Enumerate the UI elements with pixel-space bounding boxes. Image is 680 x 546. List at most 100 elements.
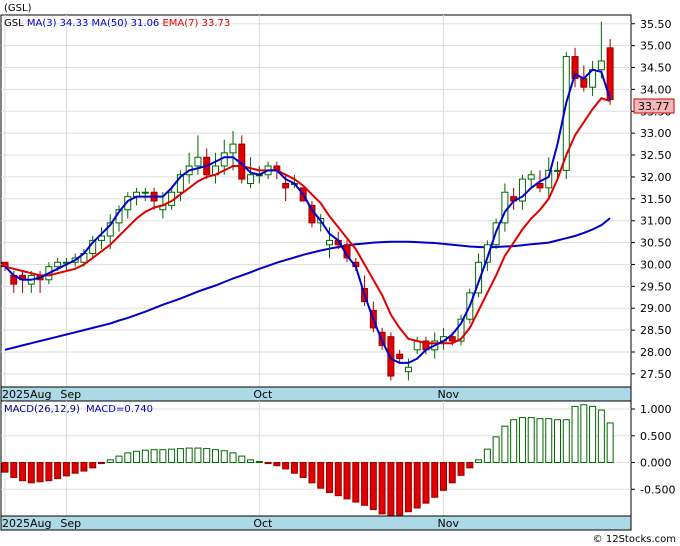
macd-panel [0, 400, 632, 517]
date-label: Sep [60, 388, 81, 401]
ma50-line [4, 217, 611, 351]
macd-tick-label: -0.500 [640, 483, 675, 496]
ema7-layer [4, 97, 611, 345]
macd-bar [536, 418, 544, 464]
candle-body [527, 174, 535, 180]
macd-bar [448, 462, 456, 484]
macd-bar [185, 447, 193, 464]
macd-bar [440, 462, 447, 491]
indicator-legend: GSL MA(3) 34.33 MA(50) 31.06 EMA(7) 33.7… [4, 18, 230, 29]
date-label: Nov [438, 388, 460, 401]
candle-body [325, 239, 333, 246]
price-tick-label: 32.00 [640, 171, 672, 184]
date-band-bottom [0, 515, 632, 531]
macd-bar [422, 462, 430, 504]
date-labels-bottom: 2025Aug Sep Oct Nov [2, 517, 459, 530]
macd-bar [176, 448, 184, 464]
candle-body [571, 56, 579, 79]
price-tick-label: 29.50 [640, 280, 672, 293]
macd-bar [19, 462, 27, 482]
macd-bar [545, 418, 553, 464]
macd-bar [168, 448, 176, 464]
macd-bar [308, 462, 316, 484]
price-tick-label: 31.50 [640, 193, 672, 206]
price-tick-label: 31.00 [640, 215, 672, 228]
price-tick-label: 33.00 [640, 127, 672, 140]
macd-bar [571, 405, 579, 464]
macd-bar [378, 462, 386, 515]
macd-bar [150, 449, 158, 464]
date-label: 2025Aug [2, 517, 51, 530]
macd-bar [27, 462, 35, 484]
macd-bar [220, 450, 228, 464]
macd-bar [299, 462, 307, 478]
macd-title: MACD(26,12,9) [4, 404, 80, 415]
price-tick-label: 35.00 [640, 40, 672, 53]
macd-bar [597, 409, 605, 464]
macd-tick-label: 1.000 [640, 403, 672, 416]
price-tick-label: 35.50 [640, 18, 672, 31]
macd-bar [71, 462, 79, 474]
legend-item: MA(50) 31.06 [91, 18, 162, 29]
macd-bar [229, 452, 237, 464]
ma3-line [4, 68, 612, 364]
candle-body [176, 174, 184, 193]
price-axis: 27.50 28.00 28.50 29.00 29.50 30.00 30.50 31.00… [631, 18, 672, 381]
price-tick-label: 28.00 [640, 346, 672, 359]
macd-bar [115, 455, 123, 464]
date-band-top [0, 386, 632, 402]
last-price-box [633, 98, 675, 114]
ma3-layer [4, 68, 612, 364]
macd-bar [45, 462, 53, 482]
chart-title: (GSL) [4, 3, 32, 14]
macd-bar [89, 462, 97, 469]
candle-body [448, 336, 456, 342]
price-tick-label: 34.00 [640, 83, 672, 96]
price-tick-label: 30.00 [640, 258, 672, 271]
macd-bar [606, 422, 614, 464]
legend-ticker: GSL [4, 18, 27, 29]
candle-body [457, 318, 465, 342]
macd-bar [352, 462, 360, 503]
candle-body [597, 60, 605, 71]
legend-item: EMA(7) 33.73 [162, 18, 230, 29]
candle-body [396, 353, 404, 360]
macd-bar [457, 462, 465, 476]
candle-body [483, 244, 491, 263]
macd-bar [325, 462, 333, 493]
macd-bar [527, 417, 535, 464]
macd-bar [589, 405, 597, 464]
price-tick-label: 27.50 [640, 368, 672, 381]
macd-bar [264, 462, 272, 465]
macd-bar [124, 452, 132, 464]
candle-body [141, 191, 149, 194]
candle-body [518, 178, 526, 202]
macd-tick-label: 0.500 [640, 430, 672, 443]
ma50-layer [4, 217, 611, 351]
macd-bar [317, 462, 325, 489]
candle-body [54, 261, 62, 268]
macd-bar [54, 462, 62, 480]
macd-bar [203, 448, 211, 464]
macd-bar [273, 462, 281, 467]
candle-body [580, 77, 588, 88]
candle-body [475, 261, 483, 294]
macd-bar [369, 462, 377, 511]
price-tick-label: 34.50 [640, 62, 672, 75]
macd-axis: -0.500 0.000 0.500 1.000 [631, 403, 675, 496]
candle-body [220, 152, 228, 167]
date-label: 2025Aug [2, 388, 51, 401]
price-tick-label: 29.00 [640, 302, 672, 315]
candle-body [282, 182, 290, 189]
macd-bar [466, 462, 474, 469]
macd-bar [141, 449, 149, 464]
macd-bar [343, 462, 351, 500]
macd-bar [36, 462, 44, 483]
price-tick-label: 30.50 [640, 237, 672, 250]
candle-body [229, 143, 237, 154]
macd-bar [1, 462, 9, 473]
macd-bars [1, 404, 614, 517]
date-labels-top: 2025Aug Sep Oct Nov [2, 388, 459, 401]
footer-credit: © 12Stocks.com [593, 534, 676, 545]
macd-bar [211, 449, 219, 464]
